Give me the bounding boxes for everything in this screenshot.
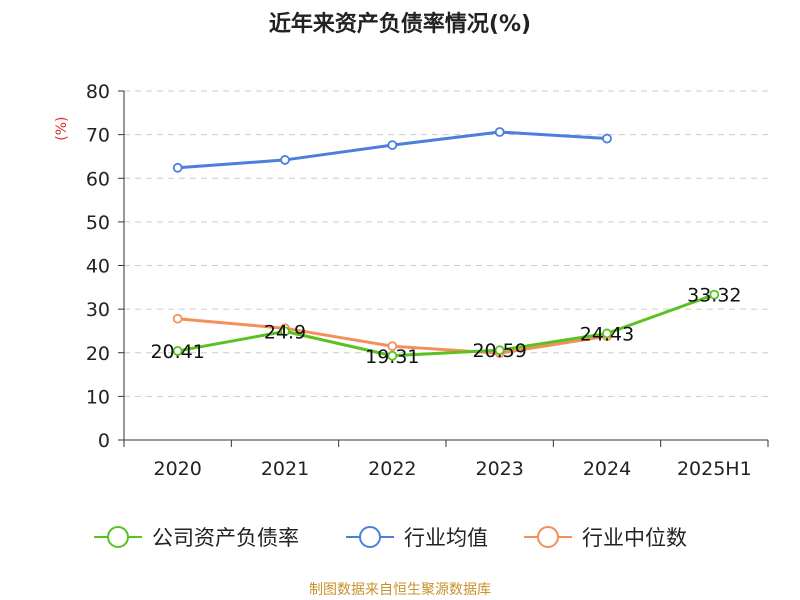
data-label: 33.32 — [687, 285, 741, 307]
data-labels: 20.41 24.9 19.31 20.59 24.43 33.32 — [150, 285, 741, 368]
legend-marker — [107, 526, 129, 548]
data-label: 20.59 — [472, 340, 526, 362]
data-label: 19.31 — [365, 346, 419, 368]
x-tick-label: 2021 — [261, 458, 309, 480]
y-tick-label: 30 — [86, 299, 110, 321]
y-tick-label: 0 — [98, 430, 110, 452]
legend-marker — [537, 526, 559, 548]
data-point — [494, 127, 505, 137]
data-point — [172, 313, 183, 324]
data-point — [387, 341, 398, 352]
series-lines — [172, 127, 720, 361]
y-tick-label: 50 — [86, 212, 110, 234]
y-tick-label: 10 — [86, 386, 110, 408]
legend: 公司资产负债率 行业均值 行业中位数 — [94, 526, 687, 550]
x-tick-label: 2020 — [153, 458, 201, 480]
chart-title: 近年来资产负债率情况(%) — [268, 12, 532, 37]
data-point — [387, 140, 398, 150]
data-label: 20.41 — [150, 341, 204, 363]
data-point — [172, 162, 183, 173]
y-tick-label: 60 — [86, 168, 110, 190]
data-point — [172, 346, 183, 356]
data-point — [602, 133, 612, 144]
x-tick-label: 2025H1 — [677, 458, 752, 480]
x-tick-label: 2023 — [475, 458, 523, 480]
y-axis-label: (%) — [54, 117, 70, 141]
data-point — [280, 326, 290, 337]
legend-marker — [359, 526, 381, 548]
data-point — [709, 289, 720, 300]
source-note: 制图数据来自恒生聚源数据库 — [309, 582, 491, 598]
series-line — [177, 293, 715, 358]
x-tick-label: 2022 — [368, 458, 416, 480]
legend-label: 行业中位数 — [582, 526, 687, 550]
legend-label: 行业均值 — [404, 526, 488, 550]
y-tick-label: 70 — [86, 125, 110, 147]
y-tick-label: 40 — [86, 256, 110, 278]
data-label: 24.43 — [580, 323, 634, 345]
legend-label: 公司资产负债率 — [152, 526, 299, 550]
axes: 0 10 20 30 40 50 60 70 80 (%) 2020 2021 2022 2023 2024… — [54, 81, 769, 480]
data-point — [387, 350, 398, 361]
data-label: 24.9 — [264, 321, 306, 343]
data-point — [602, 328, 612, 339]
y-tick-label: 80 — [86, 81, 110, 103]
x-tick-label: 2024 — [583, 458, 631, 480]
data-point — [280, 155, 290, 165]
data-point — [494, 345, 505, 356]
y-tick-label: 20 — [86, 343, 110, 365]
